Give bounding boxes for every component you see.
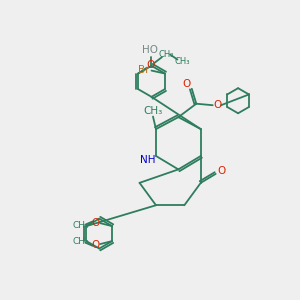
Text: CH₃: CH₃ bbox=[73, 221, 89, 230]
Text: CH₃: CH₃ bbox=[174, 57, 190, 66]
Text: HO: HO bbox=[142, 45, 158, 55]
Text: O: O bbox=[213, 100, 221, 110]
Text: Br: Br bbox=[138, 65, 149, 75]
Text: O: O bbox=[183, 79, 191, 89]
Text: O: O bbox=[91, 240, 99, 250]
Text: CH₃: CH₃ bbox=[143, 106, 163, 116]
Text: O: O bbox=[146, 61, 155, 70]
Text: NH: NH bbox=[140, 155, 155, 166]
Text: O: O bbox=[91, 218, 99, 228]
Text: CH₂: CH₂ bbox=[158, 50, 174, 59]
Text: O: O bbox=[217, 166, 225, 176]
Text: CH₃: CH₃ bbox=[73, 237, 89, 246]
